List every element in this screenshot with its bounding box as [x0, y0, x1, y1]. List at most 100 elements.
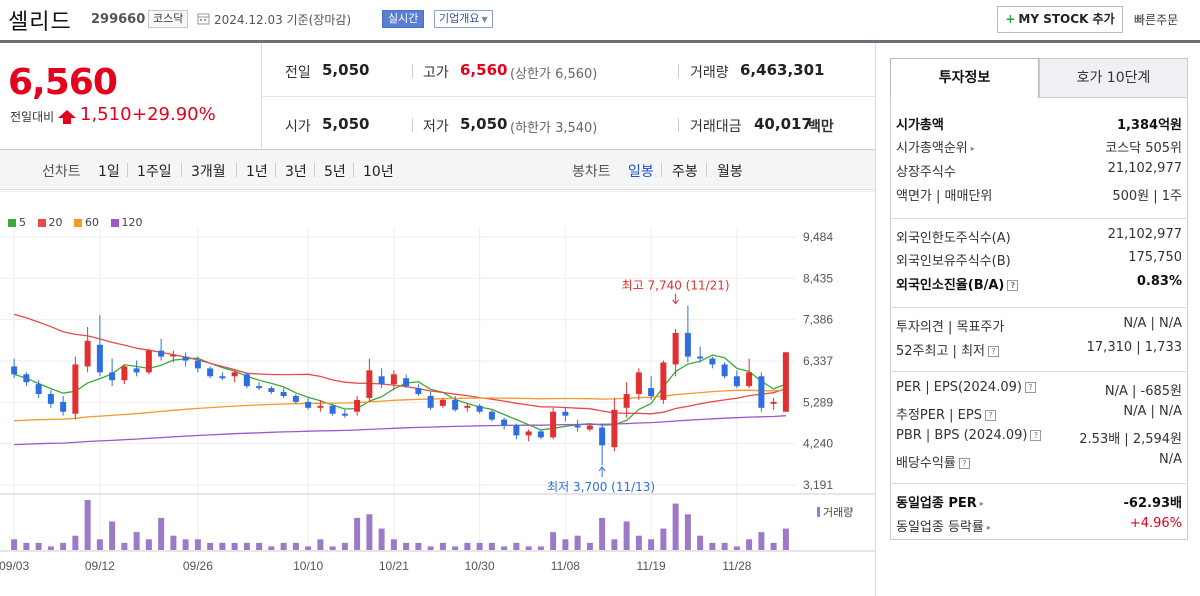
- legend-item: 60: [74, 216, 99, 229]
- quick-order-button[interactable]: 빠른주문: [1134, 13, 1179, 27]
- help-icon[interactable]: ?: [958, 458, 970, 469]
- candle-body: [513, 425, 520, 436]
- x-tick-label: 10/21: [379, 559, 409, 573]
- help-icon[interactable]: ?: [988, 346, 999, 357]
- info-row-label[interactable]: 동일업종 PER ▸: [896, 492, 984, 511]
- info-label-text: 외국인보유주식수(B): [896, 254, 1011, 269]
- realtime-button[interactable]: 실시간: [382, 10, 425, 28]
- info-row-label: 외국인한도주식수(A): [896, 227, 1011, 246]
- legend-swatch: [37, 219, 46, 227]
- period-1w[interactable]: 1주일: [137, 164, 172, 180]
- amount-unit: 백만: [808, 119, 834, 135]
- help-icon[interactable]: ?: [984, 410, 996, 421]
- candle-body: [182, 356, 189, 361]
- y-tick-label: 5,289: [803, 395, 833, 409]
- volume-bar: [672, 503, 679, 550]
- add-mystock-label: MY STOCK 추가: [1018, 12, 1115, 26]
- candle-weekly[interactable]: 주봉: [672, 164, 698, 180]
- upper-limit-note: (상한가 6,560): [510, 67, 598, 82]
- info-row-label: 외국인소진율(B/A)?: [896, 274, 1019, 293]
- add-mystock-button[interactable]: + MY STOCK 추가: [997, 6, 1123, 33]
- tab-order-book[interactable]: 호가 10단계: [1039, 58, 1188, 98]
- info-row-value: N/A | -685원: [1104, 384, 1182, 399]
- candle-body: [35, 384, 42, 395]
- legend-item: 20: [37, 216, 63, 229]
- candle-body: [292, 395, 299, 402]
- volume-bar: [525, 546, 532, 550]
- info-row-value: 175,750: [1128, 250, 1182, 265]
- candle-daily[interactable]: 일봉: [628, 164, 654, 180]
- volume-bar: [329, 546, 336, 550]
- legend-swatch: [110, 219, 119, 227]
- volume-bar: [415, 542, 422, 550]
- tab-invest-info[interactable]: 투자정보: [890, 58, 1039, 98]
- candle-body: [525, 431, 532, 436]
- amount-label: 거래대금: [690, 119, 742, 135]
- candle-body: [427, 395, 434, 408]
- company-info-dropdown[interactable]: 기업개요 ▼: [434, 10, 493, 28]
- period-3y[interactable]: 3년: [285, 164, 307, 180]
- candle-body: [47, 394, 54, 404]
- candle-body: [207, 368, 214, 377]
- base-date: 2024.12.03 기준(장마감): [214, 13, 352, 27]
- candle-body: [550, 411, 557, 438]
- volume-bar: [109, 521, 116, 550]
- help-icon[interactable]: ?: [1030, 430, 1042, 441]
- x-tick-label: 11/08: [551, 559, 580, 573]
- candle-body: [256, 386, 263, 389]
- candle-body: [586, 425, 593, 430]
- candle-body: [390, 374, 397, 385]
- stock-header: 셀리드 299660 코스닥 2024.12.03 기준(장마감) 실시간 기업…: [0, 0, 1200, 40]
- info-row-value: 21,102,977: [1107, 161, 1182, 176]
- volume-bar: [366, 514, 373, 550]
- period-1y[interactable]: 1년: [246, 164, 268, 180]
- line-chart-label: 선차트: [42, 164, 81, 180]
- volume-bar: [11, 539, 18, 550]
- candle-body: [109, 372, 116, 381]
- period-3m[interactable]: 3개월: [191, 164, 226, 180]
- x-tick-label: 09/03: [0, 559, 29, 573]
- candle-body: [268, 388, 275, 393]
- period-selector-bar: 선차트 1일 1주일 3개월 1년 3년 5년 10년 봉차트 일봉 주봉 월봉: [0, 150, 875, 190]
- legend-swatch: [8, 219, 16, 227]
- info-label-text: 52주최고 | 최저: [896, 344, 985, 359]
- low-annotation: 최저 3,700 (11/13): [547, 480, 655, 494]
- chevron-right-icon: ▸: [986, 523, 991, 532]
- volume-bar: [194, 539, 201, 550]
- diff-value: 1,510: [80, 104, 132, 125]
- current-price: 6,560: [8, 62, 118, 103]
- info-row-label[interactable]: 시가총액순위 ▸: [896, 137, 975, 156]
- info-row-label[interactable]: 동일업종 등락률 ▸: [896, 516, 991, 535]
- stock-chart[interactable]: 9,484 8,435 7,386 6,337 5,289 4,240 3,191 09/03…: [0, 191, 875, 596]
- y-tick-label: 7,386: [803, 313, 833, 327]
- help-icon[interactable]: ?: [1007, 280, 1019, 291]
- info-row-value: N/A | N/A: [1123, 316, 1182, 331]
- info-section-divider: [890, 218, 1188, 219]
- candle-body: [415, 388, 422, 395]
- amount-value: 40,017: [754, 115, 812, 133]
- candle-monthly[interactable]: 월봉: [717, 164, 743, 180]
- period-1d[interactable]: 1일: [98, 164, 120, 180]
- info-label-text: 추정PER | EPS: [896, 408, 982, 423]
- period-10y[interactable]: 10년: [363, 164, 394, 180]
- candle-body: [537, 431, 544, 438]
- candle-body: [488, 411, 495, 420]
- chevron-down-icon: ▼: [481, 15, 488, 24]
- high-arrow-icon: [672, 293, 680, 305]
- volume-bar: [60, 542, 67, 550]
- volume-bar: [721, 542, 728, 550]
- volume-bar: [586, 542, 593, 550]
- moving-average-line: [14, 415, 786, 446]
- candle-body: [280, 392, 287, 396]
- period-5y[interactable]: 5년: [324, 164, 346, 180]
- legend-label: 120: [121, 216, 143, 229]
- candle-body: [145, 350, 152, 373]
- volume-bar: [292, 542, 299, 550]
- divider: [706, 163, 707, 177]
- info-label-text: 외국인소진율(B/A): [896, 278, 1005, 293]
- company-info-label: 기업개요: [439, 12, 480, 25]
- high-annotation: 최고 7,740 (11/21): [622, 279, 730, 293]
- help-icon[interactable]: ?: [1024, 382, 1036, 393]
- candle-body: [635, 372, 642, 395]
- divider: [412, 64, 413, 78]
